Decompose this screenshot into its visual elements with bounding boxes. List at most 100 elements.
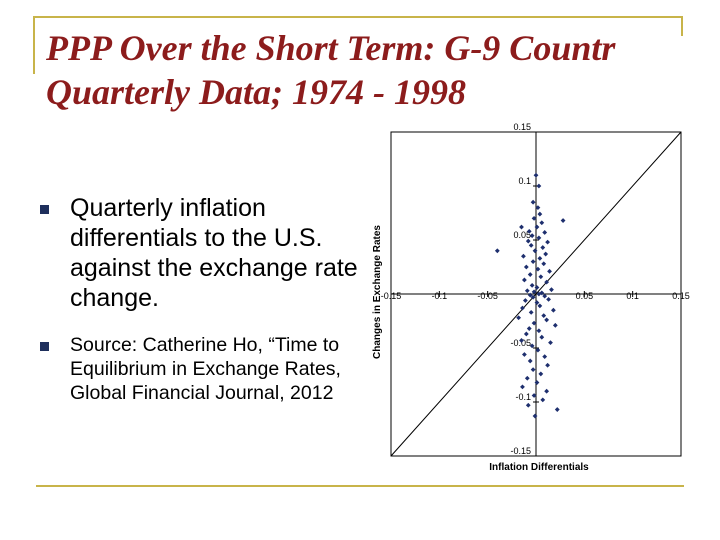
y-tick-label: 0.1: [518, 176, 531, 186]
data-point: [536, 328, 542, 334]
data-point: [525, 238, 531, 244]
y-tick-label: -0.15: [510, 446, 531, 456]
data-point: [526, 228, 532, 234]
data-point: [544, 317, 550, 323]
slide-title-line-2: Quarterly Data; 1974 - 1998: [46, 72, 466, 112]
data-point: [522, 298, 528, 303]
data-point: [539, 220, 545, 226]
data-point: [542, 293, 548, 299]
y-tick-label: 0.05: [513, 230, 531, 240]
data-point: [527, 358, 533, 364]
square-bullet-icon: [40, 205, 49, 214]
data-point: [534, 285, 540, 290]
data-point: [528, 309, 534, 315]
data-point: [540, 245, 546, 250]
data-point: [534, 380, 540, 385]
data-point: [526, 326, 532, 331]
data-point: [537, 303, 543, 309]
axis-ticks: -0.15 -0.1 -0.05 0.05 0.1 0.15 0.15 0.1 0.05 -0.0…: [381, 122, 690, 457]
data-point: [527, 272, 533, 277]
data-point: [531, 289, 537, 295]
data-point: [524, 375, 530, 381]
data-point: [543, 251, 549, 257]
data-point: [535, 266, 541, 272]
data-point: [532, 248, 538, 254]
data-point: [545, 239, 550, 245]
data-point: [538, 274, 544, 280]
data-point: [530, 367, 536, 372]
data-point: [529, 233, 535, 239]
data-point: [541, 313, 547, 318]
data-points: [494, 172, 566, 419]
x-tick-label: 0.1: [626, 291, 639, 301]
x-axis-label: Inflation Differentials: [489, 462, 589, 473]
y-tick-label: -0.1: [515, 392, 531, 402]
square-bullet-icon: [40, 342, 49, 351]
data-point: [530, 259, 536, 264]
data-point: [539, 334, 545, 340]
data-point: [547, 268, 552, 274]
data-point: [544, 388, 550, 394]
data-point: [520, 305, 525, 311]
data-point: [554, 407, 560, 412]
data-point: [519, 338, 524, 343]
data-point: [534, 300, 540, 306]
data-point: [527, 292, 533, 298]
slide-title-line-1: PPP Over the Short Term: G-9 Countr: [46, 28, 616, 68]
data-point: [522, 352, 527, 357]
data-point: [551, 307, 556, 313]
data-point: [529, 343, 535, 349]
scatter-chart-svg: -0.15 -0.1 -0.05 0.05 0.1 0.15 0.15 0.1 0.05 -0.0…: [372, 122, 690, 473]
data-point: [523, 264, 529, 270]
data-point: [536, 291, 542, 297]
data-point: [530, 294, 536, 300]
y-tick-label: 0.15: [513, 122, 531, 132]
data-point: [540, 397, 546, 403]
data-point: [520, 384, 525, 390]
data-point: [534, 224, 540, 230]
data-point: [537, 211, 543, 217]
data-point: [525, 402, 531, 408]
data-point: [542, 354, 548, 360]
data-point: [535, 347, 541, 353]
data-point: [530, 199, 536, 205]
scatter-chart: -0.15 -0.1 -0.05 0.05 0.1 0.15 0.15 0.1 0.05 -0.0…: [367, 118, 697, 480]
data-point: [516, 315, 521, 321]
data-point: [541, 261, 547, 267]
bullet-item: Quarterly inflation differentials to the…: [40, 193, 360, 313]
data-point: [536, 235, 542, 241]
data-point: [494, 248, 500, 254]
x-tick-label: 0.05: [576, 291, 594, 301]
data-point: [529, 282, 535, 288]
data-point: [535, 205, 541, 210]
data-point: [549, 287, 554, 293]
accent-rule-right: [681, 16, 683, 36]
data-point: [531, 393, 537, 398]
y-axis-label: Changes in Exchange Rates: [372, 225, 383, 359]
bullet-text: Quarterly inflation differentials to the…: [70, 194, 358, 312]
accent-rule-vertical: [33, 16, 35, 74]
data-point: [548, 340, 553, 345]
data-point: [524, 288, 530, 294]
x-tick-label: -0.15: [381, 291, 402, 301]
data-point: [531, 216, 537, 221]
x-tick-label: 0.15: [672, 291, 690, 301]
data-point: [538, 371, 544, 377]
accent-rule-top: [33, 16, 681, 18]
x-tick-label: -0.1: [432, 291, 448, 301]
x-tick-label: -0.05: [477, 291, 498, 301]
y-tick-label: -0.05: [510, 338, 531, 348]
data-point: [523, 331, 529, 337]
data-point: [544, 279, 550, 285]
bullet-item: Source: Catherine Ho, “Time to Equilibri…: [40, 333, 360, 405]
data-point: [522, 277, 527, 283]
data-point: [545, 362, 550, 368]
bullet-text: Source: Catherine Ho, “Time to Equilibri…: [70, 334, 341, 404]
data-point: [542, 230, 548, 235]
data-point: [536, 183, 542, 189]
data-point: [537, 255, 543, 261]
data-point: [560, 218, 566, 223]
data-point: [519, 224, 524, 230]
data-point: [532, 413, 538, 419]
data-point: [552, 322, 558, 328]
